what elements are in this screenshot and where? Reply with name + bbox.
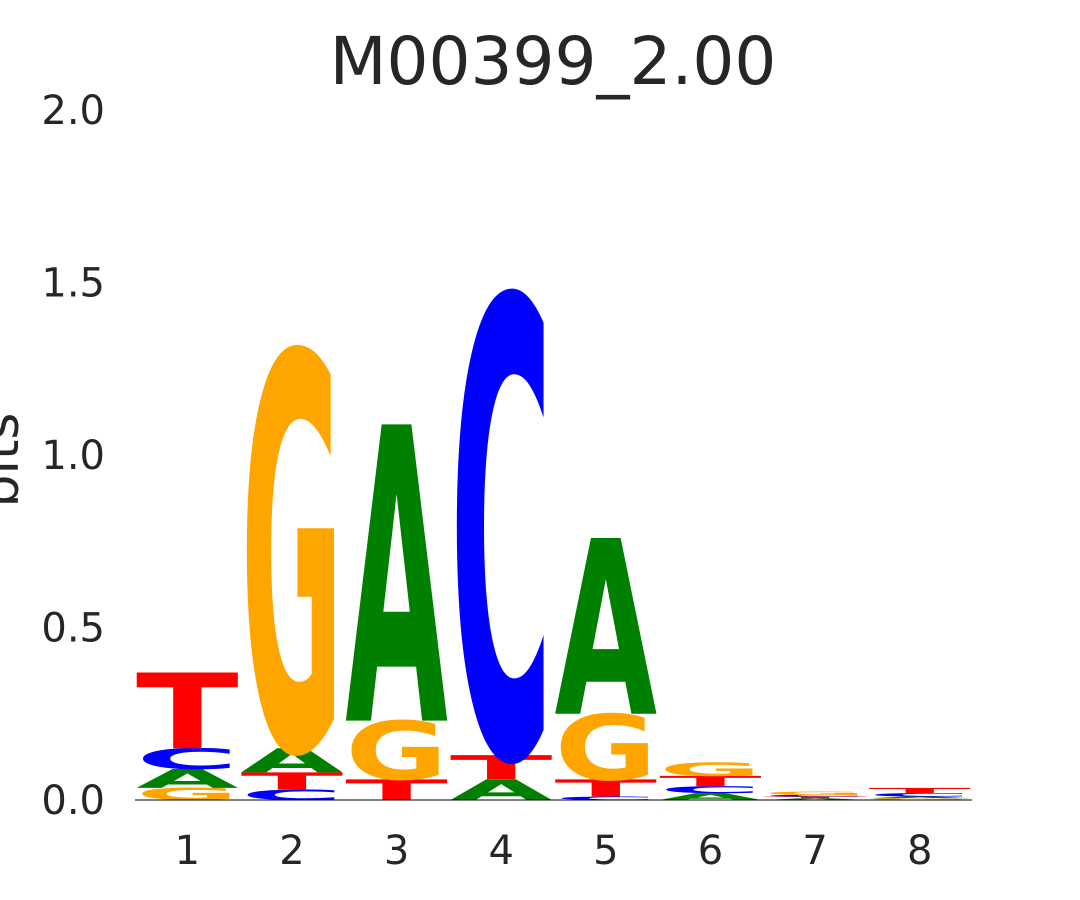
x-axis-ticks: 1 2 3 4 5 6 7 8 <box>175 828 933 874</box>
x-tick-label: 7 <box>802 828 827 874</box>
logo-letter-g: G <box>555 696 658 801</box>
logo-letter-c: C <box>764 794 867 797</box>
logo-letter-c: C <box>555 796 658 801</box>
logo-letter-c: C <box>136 743 239 776</box>
y-axis-label: bits <box>0 413 31 508</box>
x-tick-label: 8 <box>907 828 932 874</box>
logo-letter-g: G <box>659 759 762 781</box>
y-tick-label: 1.0 <box>41 433 105 479</box>
y-axis-ticks: 0.0 0.5 1.0 1.5 2.0 <box>41 88 105 824</box>
logo-letter-a: A <box>764 798 867 801</box>
y-tick-label: 0.5 <box>41 606 105 652</box>
logo-letter-a: A <box>241 742 344 781</box>
logo-letter-c: C <box>868 792 971 797</box>
logo-letter-c: C <box>450 173 553 900</box>
logo-letter-g: G <box>868 798 971 801</box>
logo-letter-c: C <box>241 787 344 803</box>
logo-letter-t: T <box>136 653 239 774</box>
logo-letter-t: T <box>450 749 553 788</box>
logo-letter-t: T <box>241 768 344 795</box>
logo-letter-g: G <box>241 245 344 878</box>
logo-letter-a: A <box>450 774 553 807</box>
logo-letter-g: G <box>345 704 448 798</box>
logo-letter-a: A <box>659 791 762 802</box>
logo-letter-t: T <box>555 775 658 802</box>
x-tick-label: 6 <box>698 828 723 874</box>
logo-letter-a: A <box>136 764 239 794</box>
logo-letter-t: T <box>868 787 971 795</box>
logo-letter-a: A <box>868 796 971 799</box>
logo-letter-t: T <box>764 796 867 799</box>
logo-letter-g: G <box>136 785 239 804</box>
logo-letter-t: T <box>659 773 762 789</box>
logo-letter-g: G <box>764 790 867 796</box>
x-tick-label: 4 <box>488 828 513 874</box>
logo-letter-a: A <box>345 344 449 817</box>
y-tick-label: 0.0 <box>41 778 105 824</box>
y-tick-label: 2.0 <box>41 88 105 134</box>
x-tick-label: 1 <box>175 828 200 874</box>
x-tick-label: 2 <box>279 828 304 874</box>
y-tick-label: 1.5 <box>41 261 105 307</box>
x-tick-label: 5 <box>593 828 618 874</box>
logo-letter-c: C <box>659 784 762 795</box>
chart-title: M00399_2.00 <box>330 23 777 100</box>
logo-letter-a: A <box>555 489 658 770</box>
logo-letter-t: T <box>345 774 448 807</box>
x-tick-label: 3 <box>384 828 409 874</box>
